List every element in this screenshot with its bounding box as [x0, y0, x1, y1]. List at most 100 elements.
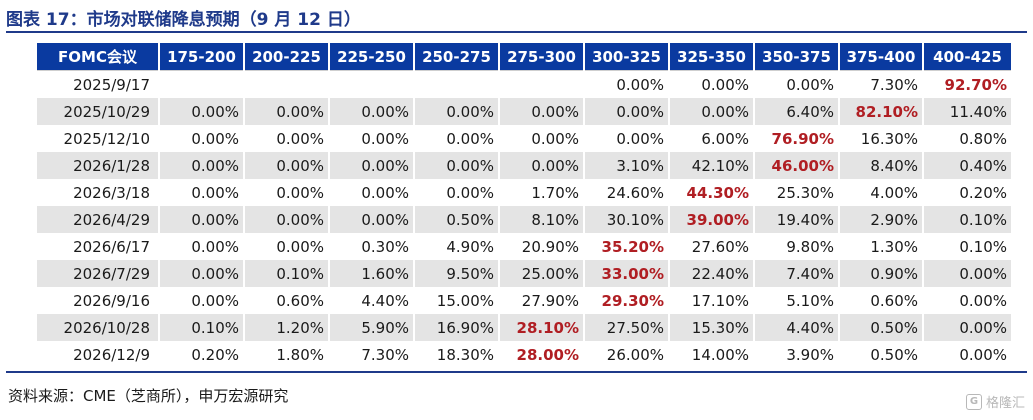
probability-cell	[499, 70, 585, 98]
probability-cell: 22.40%	[669, 260, 755, 287]
table-header-row: FOMC会议 175-200 200-225 225-250 250-275 275-30…	[37, 43, 1011, 71]
probability-cell: 8.40%	[839, 152, 924, 179]
header-rate-range: 375-400	[839, 43, 924, 71]
probability-cell: 0.50%	[839, 314, 924, 341]
meeting-date: 2026/9/16	[37, 287, 160, 314]
probability-cell: 0.60%	[244, 287, 330, 314]
probability-cell: 6.40%	[754, 98, 840, 125]
probability-cell: 18.30%	[414, 341, 500, 368]
probability-cell: 3.10%	[584, 152, 670, 179]
probability-cell: 0.00%	[159, 98, 245, 125]
probability-cell: 0.00%	[329, 206, 415, 233]
probability-cell: 15.30%	[669, 314, 755, 341]
probability-cell: 0.00%	[329, 98, 415, 125]
table-row: 2026/4/29 0.00% 0.00% 0.00% 0.50% 8.10% 30.10%…	[37, 206, 1011, 233]
probability-cell: 0.20%	[159, 341, 245, 368]
probability-cell: 7.30%	[839, 70, 924, 98]
probability-cell: 0.00%	[329, 125, 415, 152]
rate-probability-table: FOMC会议 175-200 200-225 225-250 250-275 275-30…	[37, 43, 1011, 368]
watermark-logo-icon: G	[965, 393, 982, 410]
probability-cell: 1.20%	[244, 314, 330, 341]
probability-cell: 5.10%	[754, 287, 840, 314]
probability-cell: 0.80%	[923, 125, 1011, 152]
probability-cell: 0.00%	[159, 260, 245, 287]
probability-cell: 0.00%	[414, 125, 500, 152]
probability-cell: 1.80%	[244, 341, 330, 368]
probability-cell: 4.00%	[839, 179, 924, 206]
probability-cell: 0.00%	[159, 287, 245, 314]
probability-cell: 0.00%	[159, 125, 245, 152]
probability-cell: 0.00%	[244, 152, 330, 179]
probability-cell: 0.00%	[669, 98, 755, 125]
table-row: 2026/10/28 0.10% 1.20% 5.90% 16.90% 28.10% 27.…	[37, 314, 1011, 341]
meeting-date: 2025/12/10	[37, 125, 160, 152]
probability-cell: 0.30%	[329, 233, 415, 260]
probability-cell: 7.40%	[754, 260, 840, 287]
meeting-date: 2026/6/17	[37, 233, 160, 260]
header-rate-range: 175-200	[159, 43, 245, 71]
table-row: 2026/9/16 0.00% 0.60% 4.40% 15.00% 27.90% 29.3…	[37, 287, 1011, 314]
table-row: 2026/6/17 0.00% 0.00% 0.30% 4.90% 20.90% 35.20…	[37, 233, 1011, 260]
probability-cell: 3.90%	[754, 341, 840, 368]
probability-cell-max: 39.00%	[669, 206, 755, 233]
header-rate-range: 300-325	[584, 43, 670, 71]
header-rate-range: 325-350	[669, 43, 755, 71]
meeting-date: 2026/7/29	[37, 260, 160, 287]
probability-cell: 14.00%	[669, 341, 755, 368]
probability-cell: 0.00%	[923, 260, 1011, 287]
probability-cell: 15.00%	[414, 287, 500, 314]
probability-cell: 1.30%	[839, 233, 924, 260]
probability-cell: 19.40%	[754, 206, 840, 233]
probability-cell: 0.00%	[159, 233, 245, 260]
probability-cell: 5.90%	[329, 314, 415, 341]
probability-cell: 25.00%	[499, 260, 585, 287]
probability-cell: 0.00%	[159, 206, 245, 233]
probability-cell-max: 29.30%	[584, 287, 670, 314]
probability-cell-max: 35.20%	[584, 233, 670, 260]
table-row: 2026/3/18 0.00% 0.00% 0.00% 0.00% 1.70% 24.60%…	[37, 179, 1011, 206]
probability-cell: 0.00%	[244, 179, 330, 206]
probability-cell: 4.90%	[414, 233, 500, 260]
probability-cell: 0.00%	[923, 314, 1011, 341]
probability-cell: 9.50%	[414, 260, 500, 287]
probability-cell-max: 76.90%	[754, 125, 840, 152]
probability-cell: 1.60%	[329, 260, 415, 287]
probability-cell: 0.00%	[669, 70, 755, 98]
watermark-text: 格隆汇	[985, 396, 1025, 411]
probability-cell: 0.00%	[244, 125, 330, 152]
meeting-date: 2026/10/28	[37, 314, 160, 341]
table-row: 2025/12/10 0.00% 0.00% 0.00% 0.00% 0.00% 0.00%…	[37, 125, 1011, 152]
probability-cell: 4.40%	[329, 287, 415, 314]
probability-cell: 0.00%	[584, 98, 670, 125]
header-fomc-meeting: FOMC会议	[37, 43, 160, 71]
probability-cell: 11.40%	[923, 98, 1011, 125]
table-row: 2026/1/28 0.00% 0.00% 0.00% 0.00% 0.00% 3.10% 4…	[37, 152, 1011, 179]
probability-cell: 20.90%	[499, 233, 585, 260]
probability-cell: 0.00%	[244, 233, 330, 260]
header-rate-range: 250-275	[414, 43, 500, 71]
probability-cell: 0.00%	[499, 125, 585, 152]
probability-cell: 0.00%	[159, 152, 245, 179]
table-row: 2026/12/9 0.20% 1.80% 7.30% 18.30% 28.00% 26.0…	[37, 341, 1011, 368]
probability-cell: 0.00%	[499, 98, 585, 125]
probability-cell: 2.90%	[839, 206, 924, 233]
header-rate-range: 350-375	[754, 43, 840, 71]
probability-cell: 7.30%	[329, 341, 415, 368]
meeting-date: 2026/3/18	[37, 179, 160, 206]
probability-cell: 0.00%	[244, 98, 330, 125]
probability-cell	[414, 70, 500, 98]
table-row: 2025/10/29 0.00% 0.00% 0.00% 0.00% 0.00% 0.00%…	[37, 98, 1011, 125]
probability-cell: 16.90%	[414, 314, 500, 341]
watermark: G 格隆汇	[965, 392, 1025, 411]
probability-cell	[244, 70, 330, 98]
probability-cell: 4.40%	[754, 314, 840, 341]
probability-cell: 0.60%	[839, 287, 924, 314]
probability-cell: 0.00%	[329, 152, 415, 179]
probability-cell-max: 46.00%	[754, 152, 840, 179]
probability-cell: 0.10%	[923, 206, 1011, 233]
probability-cell: 24.60%	[584, 179, 670, 206]
probability-cell: 1.70%	[499, 179, 585, 206]
probability-cell: 42.10%	[669, 152, 755, 179]
meeting-date: 2026/4/29	[37, 206, 160, 233]
probability-cell	[329, 70, 415, 98]
